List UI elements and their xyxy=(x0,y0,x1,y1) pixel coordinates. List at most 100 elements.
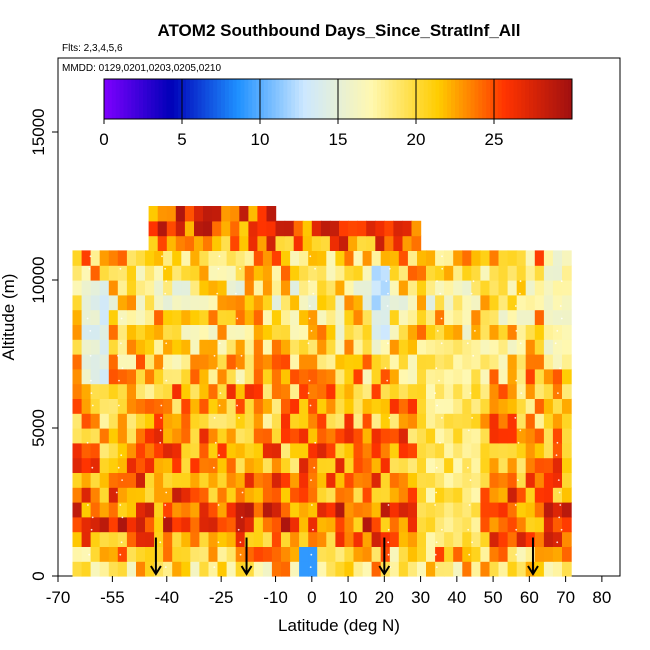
heatmap-cell xyxy=(172,428,182,444)
heatmap-cell xyxy=(543,457,554,473)
track-dot xyxy=(165,342,168,345)
heatmap-cell xyxy=(290,294,300,311)
heatmap-cell xyxy=(190,324,200,340)
heatmap-cell xyxy=(299,265,309,281)
heatmap-cell xyxy=(136,383,146,399)
heatmap-cell xyxy=(326,324,336,340)
heatmap-cell xyxy=(244,368,255,385)
heatmap-cell xyxy=(329,220,340,237)
track-dot xyxy=(440,342,443,345)
colorbar-segment xyxy=(431,79,436,119)
heatmap-cell xyxy=(389,472,400,488)
heatmap-cell xyxy=(326,354,336,370)
heatmap-cell xyxy=(534,309,545,325)
heatmap-cell xyxy=(317,413,327,429)
heatmap-cell xyxy=(453,339,463,355)
colorbar-segment xyxy=(439,79,444,119)
heatmap-cell xyxy=(317,502,327,518)
heatmap-cell xyxy=(154,413,164,429)
heatmap-cell xyxy=(290,413,300,429)
heatmap-cell xyxy=(172,354,182,370)
heatmap-cell xyxy=(244,383,255,399)
heatmap-cell xyxy=(375,220,385,237)
heatmap-cell xyxy=(117,457,128,473)
heatmap-cell xyxy=(371,354,382,370)
colorbar-segment xyxy=(435,79,440,119)
heatmap-cell xyxy=(389,294,400,311)
heatmap-cell xyxy=(353,502,364,518)
track-dot xyxy=(386,379,389,382)
heatmap-cell xyxy=(302,235,313,251)
track-dot xyxy=(519,280,522,283)
heatmap-cell xyxy=(444,546,454,562)
colorbar-segment xyxy=(178,79,183,119)
track-dot xyxy=(556,541,559,544)
track-dot xyxy=(121,479,123,481)
track-dot xyxy=(307,392,310,394)
track-dot xyxy=(89,255,92,258)
heatmap-cell xyxy=(117,309,128,325)
heatmap-cell xyxy=(308,354,318,370)
heatmap-cell xyxy=(81,368,92,385)
heatmap-cell xyxy=(172,487,182,503)
heatmap-cell xyxy=(199,413,210,429)
heatmap-cell xyxy=(235,309,246,325)
heatmap-cell xyxy=(543,368,554,385)
heatmap-cell xyxy=(562,309,572,325)
heatmap-cell xyxy=(308,250,318,266)
track-dot xyxy=(560,317,563,320)
heatmap-cell xyxy=(163,294,173,311)
colorbar-segment xyxy=(232,79,238,119)
heatmap-cell xyxy=(462,546,472,562)
heatmap-cell xyxy=(435,368,445,385)
heatmap-cell xyxy=(353,516,364,533)
heatmap-cell xyxy=(208,398,219,414)
heatmap-cell xyxy=(199,354,210,370)
heatmap-cell xyxy=(154,339,164,355)
heatmap-cell xyxy=(126,354,137,370)
heatmap-cell xyxy=(262,294,273,311)
track-dot xyxy=(556,441,559,444)
heatmap-cell xyxy=(543,294,554,311)
heatmap-cell xyxy=(126,561,137,577)
heatmap-cell xyxy=(126,502,137,518)
heatmap-cell xyxy=(453,368,463,385)
heatmap-cell xyxy=(99,502,110,518)
heatmap-cell xyxy=(72,250,83,266)
heatmap-cell xyxy=(380,383,391,399)
track-dot xyxy=(560,280,563,283)
track-dot xyxy=(213,566,216,568)
heatmap-cell xyxy=(217,383,228,399)
heatmap-cell xyxy=(552,398,563,414)
heatmap-cell xyxy=(562,472,572,488)
heatmap-cell xyxy=(353,413,364,429)
track-dot xyxy=(309,255,312,258)
heatmap-cell xyxy=(426,561,436,577)
heatmap-cell xyxy=(99,339,110,355)
heatmap-cell xyxy=(562,516,572,533)
heatmap-cell xyxy=(208,280,219,296)
heatmap-cell xyxy=(317,339,327,355)
heatmap-cell xyxy=(212,235,222,251)
track-dot xyxy=(434,392,436,394)
heatmap-cell xyxy=(426,339,436,355)
colorbar-segment xyxy=(384,79,390,119)
heatmap-cell xyxy=(317,354,327,370)
heatmap-cell xyxy=(344,339,355,355)
heatmap-cell xyxy=(398,442,409,459)
heatmap-cell xyxy=(444,398,454,414)
track-dot xyxy=(387,342,389,345)
heatmap-cell xyxy=(299,398,309,414)
heatmap-cell xyxy=(444,487,454,503)
heatmap-cell xyxy=(498,531,509,547)
heatmap-cell xyxy=(190,561,200,577)
heatmap-cell xyxy=(290,354,300,370)
heatmap-cell xyxy=(507,324,518,340)
heatmap-cell xyxy=(498,472,509,488)
heatmap-cell xyxy=(335,487,346,503)
heatmap-cell xyxy=(357,220,367,237)
heatmap-cell xyxy=(552,413,563,429)
heatmap-cell xyxy=(534,487,545,503)
heatmap-cell xyxy=(317,250,327,266)
heatmap-cell xyxy=(362,294,373,311)
